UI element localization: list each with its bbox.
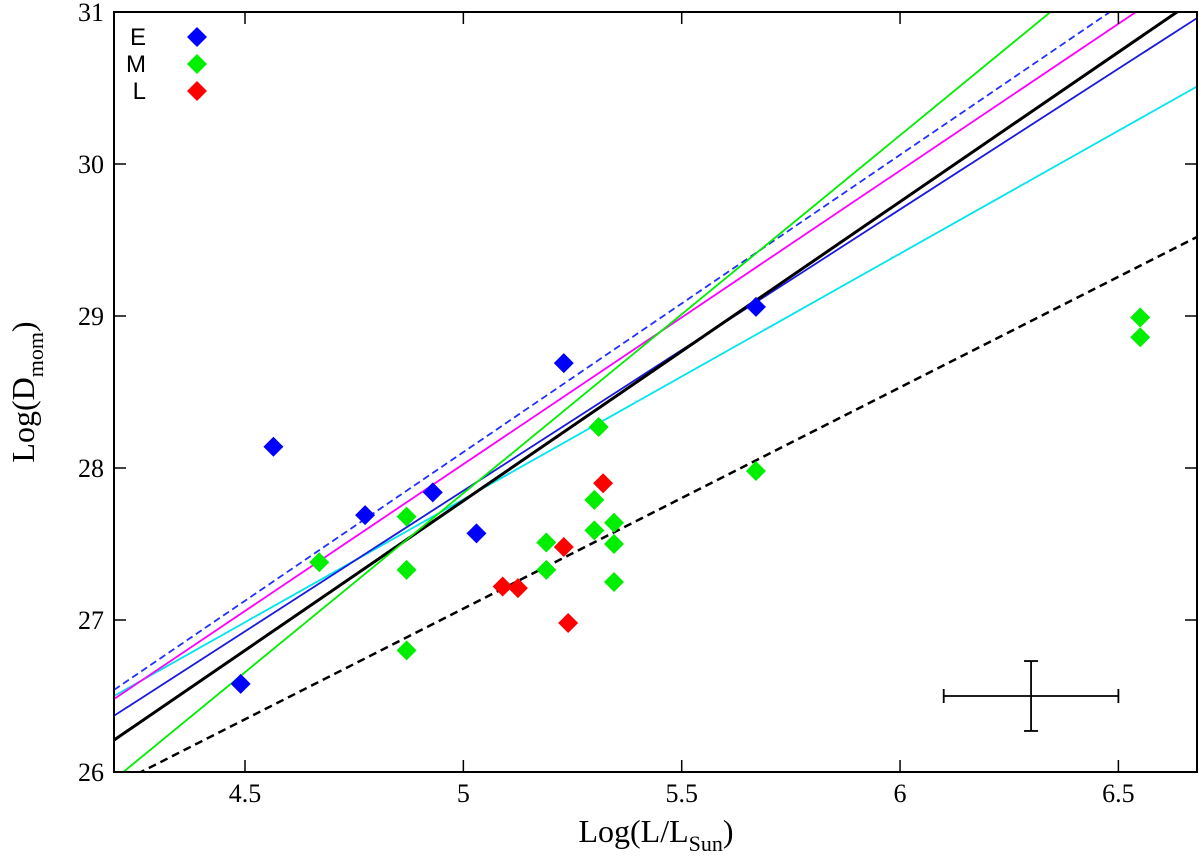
legend-label-E: E bbox=[130, 24, 146, 51]
legend-label-M: M bbox=[126, 51, 146, 78]
point-M bbox=[584, 520, 605, 541]
y-axis-title-subscript: mom bbox=[23, 332, 48, 377]
point-M bbox=[536, 559, 557, 580]
y-tick-label: 31 bbox=[78, 0, 104, 27]
point-L bbox=[558, 613, 579, 634]
point-E bbox=[466, 523, 487, 544]
point-M bbox=[604, 534, 625, 554]
error-bar bbox=[942, 660, 1120, 732]
data-points bbox=[230, 296, 1151, 694]
legend-marker-M bbox=[187, 54, 207, 74]
point-E bbox=[422, 482, 443, 503]
legend-label-L: L bbox=[133, 78, 146, 105]
fit-lines bbox=[114, 12, 1197, 772]
point-M bbox=[604, 512, 625, 533]
y-axis-title-main: Log(D bbox=[5, 377, 41, 462]
x-tick-label: 6 bbox=[894, 779, 907, 808]
point-E bbox=[745, 296, 766, 317]
cyan-fit bbox=[114, 85, 1197, 697]
legend: EML bbox=[126, 24, 207, 105]
point-M bbox=[1130, 327, 1151, 348]
point-M bbox=[745, 461, 766, 482]
x-tick-label: 5.5 bbox=[665, 779, 698, 808]
axis-ticks: 4.5 5 5.5 6 6.5 26 27 28 29 30 31 bbox=[78, 0, 1197, 808]
point-M bbox=[588, 416, 609, 437]
point-M bbox=[604, 572, 625, 592]
x-axis-title: Log(L/LSun) bbox=[578, 813, 733, 856]
point-L bbox=[507, 578, 528, 599]
blue-dashed-fit bbox=[114, 12, 1112, 691]
point-L bbox=[492, 576, 513, 597]
y-tick-label: 29 bbox=[78, 302, 104, 331]
y-tick-label: 27 bbox=[78, 606, 104, 635]
green-fit bbox=[121, 12, 1052, 772]
point-M bbox=[536, 532, 557, 553]
black-dashed-fit bbox=[138, 235, 1197, 772]
black-solid-fit bbox=[114, 12, 1180, 742]
legend-marker-L bbox=[187, 81, 207, 101]
point-M bbox=[396, 506, 417, 527]
point-M bbox=[396, 640, 417, 661]
x-axis-title-subscript: Sun bbox=[689, 831, 723, 856]
point-E bbox=[230, 673, 251, 694]
y-tick-label: 28 bbox=[78, 454, 104, 483]
y-axis-title-close: ) bbox=[5, 321, 41, 332]
y-tick-label: 26 bbox=[78, 758, 104, 787]
point-L bbox=[553, 537, 574, 558]
legend-marker-E bbox=[187, 27, 207, 47]
point-M bbox=[1130, 307, 1151, 328]
x-axis-title-close: ) bbox=[723, 813, 734, 849]
point-E bbox=[263, 436, 284, 457]
point-E bbox=[553, 353, 574, 374]
point-M bbox=[309, 552, 330, 573]
y-tick-label: 30 bbox=[78, 150, 104, 179]
x-tick-label: 4.5 bbox=[229, 779, 262, 808]
x-tick-label: 6.5 bbox=[1102, 779, 1135, 808]
point-L bbox=[593, 473, 614, 494]
point-E bbox=[355, 505, 376, 526]
point-M bbox=[396, 559, 417, 580]
x-tick-label: 5 bbox=[457, 779, 470, 808]
y-axis-title: Log(Dmom) bbox=[5, 321, 48, 462]
blue-fit bbox=[114, 17, 1197, 717]
x-axis-title-main: Log(L/L bbox=[578, 813, 688, 849]
plot-frame bbox=[113, 11, 1198, 773]
point-M bbox=[584, 489, 605, 510]
